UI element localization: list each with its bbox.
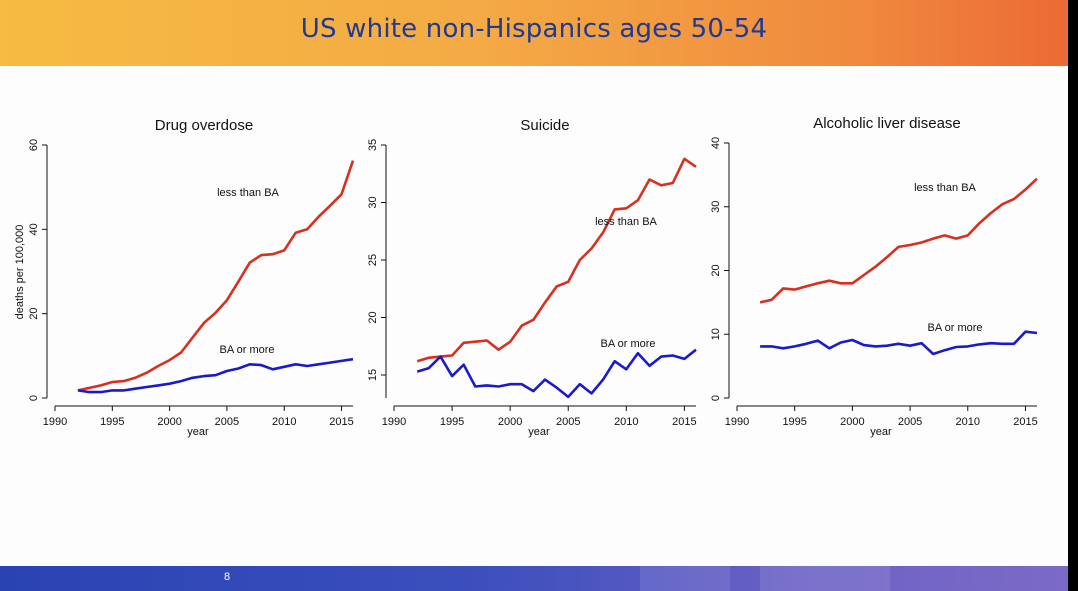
y-tick-label: 10 [710,328,722,340]
x-axis-label: year [870,426,892,438]
series-label: BA or more [600,338,655,350]
x-tick-label: 2010 [956,416,980,428]
x-tick-label: 2015 [329,416,353,428]
x-tick-label: 2005 [898,416,922,428]
series-label: BA or more [927,322,982,334]
footer-decoration [760,566,890,591]
slide-title: US white non-Hispanics ages 50-54 [300,14,768,44]
y-tick-label: 0 [710,395,722,401]
series-label: less than BA [217,187,279,199]
series-line-less-than-ba [77,160,355,392]
x-tick-label: 1995 [440,416,464,428]
y-tick-label: 40 [28,223,40,235]
series-line-ba-or-more [416,348,697,399]
y-tick-label: 40 [710,137,722,149]
chart-title: Alcoholic liver disease [813,115,961,132]
y-tick-label: 35 [367,139,379,151]
y-axis-label: deaths per 100,000 [14,225,26,320]
y-tick-label: 20 [367,311,379,323]
x-tick-label: 1995 [782,416,806,428]
series-label: BA or more [219,344,274,356]
y-tick-label: 0 [28,395,40,401]
chart-suicide: 15 20 25 30 35 1990 1995 2000 2005 2010 2015 Suicid… [367,117,697,438]
series-line-less-than-ba [759,177,1038,304]
x-tick-label: 2015 [1013,416,1037,428]
x-tick-label: 1990 [382,416,406,428]
y-tick-label: 20 [710,264,722,276]
x-tick-label: 1995 [100,416,124,428]
y-tick-label: 25 [367,254,379,266]
series-label: less than BA [914,182,976,194]
footer-decoration [640,566,730,591]
series-line-less-than-ba [416,157,697,363]
page-number: 8 [224,571,231,583]
slide-footer: 8 [0,566,1068,591]
x-axis-label: year [528,426,550,438]
x-tick-label: 2010 [614,416,638,428]
y-tick-label: 15 [367,369,379,381]
x-tick-label: 2000 [840,416,864,428]
x-axis-label: year [187,426,209,438]
y-tick-label: 20 [28,308,40,320]
x-tick-label: 2015 [672,416,696,428]
y-tick-label: 30 [710,201,722,213]
x-tick-label: 2005 [215,416,239,428]
y-tick-label: 60 [28,139,40,151]
chart-drug-overdose: 0 20 40 60 1990 1995 2000 2005 2010 2015 Drug over… [14,117,355,438]
x-tick-label: 2005 [556,416,580,428]
y-tick-label: 30 [367,196,379,208]
x-tick-label: 2000 [498,416,522,428]
x-tick-label: 2010 [272,416,296,428]
series-label: less than BA [595,216,657,228]
series-line-ba-or-more [77,357,354,394]
x-tick-label: 2000 [157,416,181,428]
chart-title: Drug overdose [155,117,253,134]
slide-header: US white non-Hispanics ages 50-54 [0,0,1068,66]
x-tick-label: 1990 [43,416,67,428]
chart-title: Suicide [520,117,569,134]
series-line-ba-or-more [760,330,1038,356]
chart-alcoholic-liver-disease: 0 10 20 30 40 1990 1995 2000 2005 2010 2015 Alcohol… [710,115,1038,438]
x-tick-label: 1990 [725,416,749,428]
